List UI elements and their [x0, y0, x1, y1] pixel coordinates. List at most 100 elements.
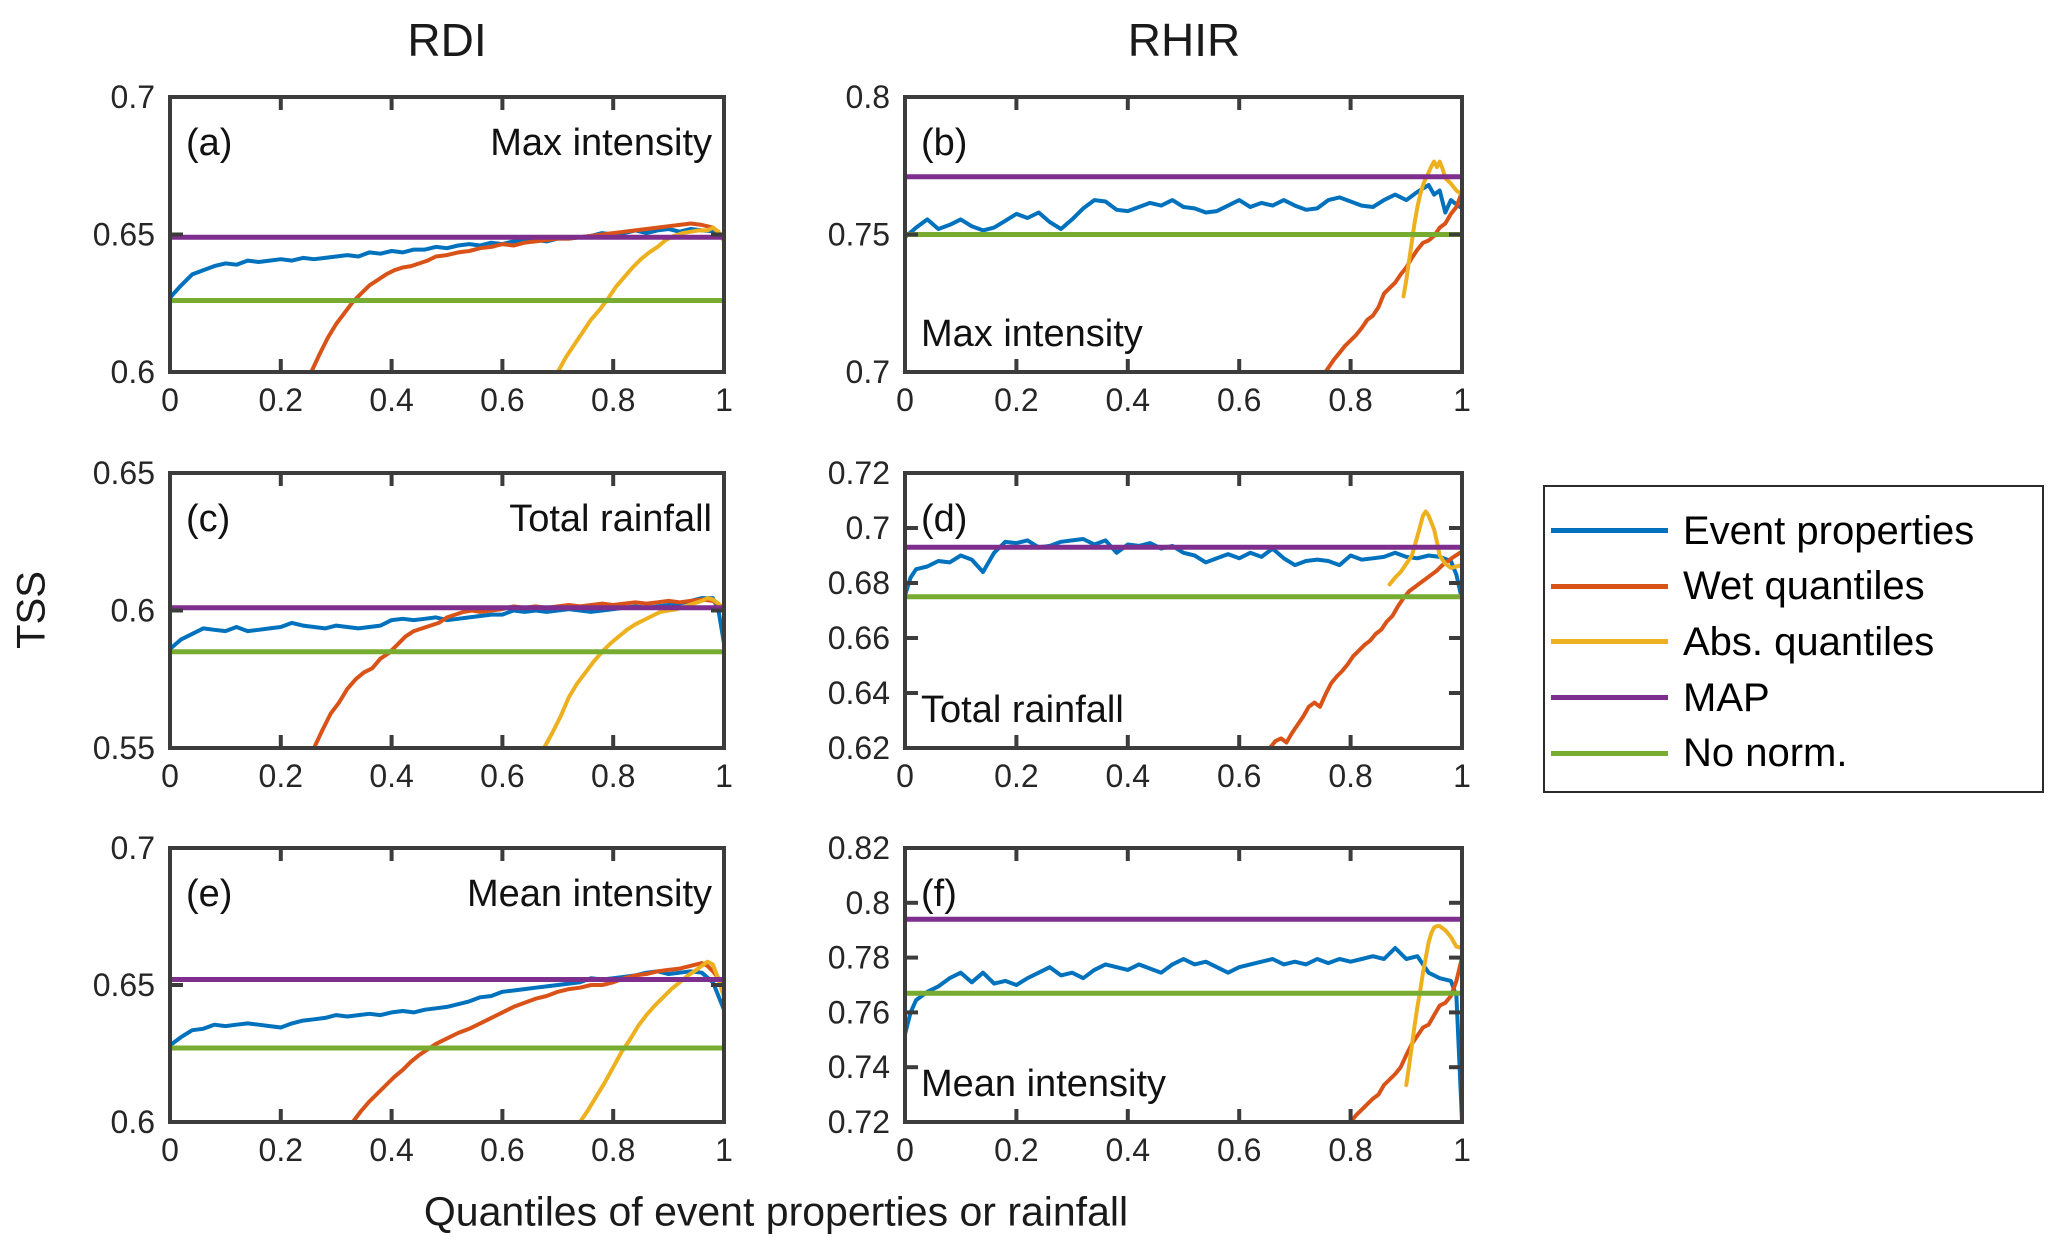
- x-tick-label: 0: [896, 758, 914, 794]
- x-tick-label: 0.4: [369, 758, 413, 794]
- x-tick-label: 0.2: [259, 758, 303, 794]
- x-tick-label: 0.6: [1217, 382, 1261, 418]
- y-tick-label: 0.8: [846, 885, 890, 921]
- y-tick-label: 0.6: [111, 1104, 155, 1140]
- panel-a-max-intensity-rdi: 0 0.2 0.4 0.6 0.8 1 0.6 0.65 0.7 (a) Max intensity: [93, 79, 733, 418]
- panel-letter: (f): [921, 873, 957, 915]
- panel-letter: (c): [186, 498, 230, 540]
- series-event-properties: [903, 946, 1464, 1123]
- x-tick-label: 0: [896, 1132, 914, 1168]
- legend-label-no-norm: No norm.: [1683, 731, 1848, 776]
- column-title-rdi: RDI: [407, 14, 487, 66]
- y-tick-label: 0.72: [828, 455, 890, 491]
- x-tick-label: 0.8: [1328, 758, 1372, 794]
- x-tick-label: 0.8: [591, 758, 635, 794]
- panel-d-total-rainfall-rhir: 0 0.2 0.4 0.6 0.8 1 0.62 0.64 0.66 0.68 0.7 0.72 (d)…: [828, 455, 1471, 794]
- y-tick-label: 0.8: [846, 79, 890, 115]
- panel-letter: (d): [921, 498, 967, 540]
- legend-label-event-properties: Event properties: [1683, 508, 1975, 553]
- y-tick-label: 0.7: [111, 830, 155, 866]
- legend-label-wet-quantiles: Wet quantiles: [1683, 564, 1925, 609]
- legend-label-map: MAP: [1683, 675, 1770, 720]
- series-abs-quantiles: [555, 225, 726, 374]
- y-tick-label: 0.65: [93, 217, 155, 253]
- x-tick-label: 1: [715, 1132, 733, 1168]
- column-title-rhir: RHIR: [1127, 14, 1241, 66]
- y-tick-label: 0.7: [846, 354, 890, 390]
- y-tick-label: 0.78: [828, 940, 890, 976]
- x-tick-label: 0.6: [1217, 1132, 1261, 1168]
- axis-box: [903, 846, 1464, 1124]
- x-tick-label: 0.6: [1217, 758, 1261, 794]
- x-tick-label: 0.2: [994, 758, 1038, 794]
- x-tick-label: 0.6: [480, 758, 524, 794]
- x-tick-label: 0.4: [1106, 382, 1150, 418]
- y-axis-label: TSS: [9, 571, 54, 649]
- legend-entry-event-properties: Event properties: [1545, 503, 2042, 559]
- legend-line-map-icon: [1551, 695, 1668, 701]
- panel-annotation: Mean intensity: [921, 1063, 1166, 1105]
- series-event-properties: [168, 969, 726, 1048]
- x-tick-label: 0.8: [1328, 382, 1372, 418]
- panel-annotation: Max intensity: [921, 313, 1143, 355]
- x-tick-label: 0.2: [259, 1132, 303, 1168]
- legend-entry-wet-quantiles: Wet quantiles: [1545, 559, 2042, 615]
- y-tick-label: 0.6: [111, 593, 155, 629]
- x-tick-label: 0.8: [591, 1132, 635, 1168]
- series-event-properties: [903, 183, 1464, 240]
- legend-line-event-properties-icon: [1551, 528, 1668, 534]
- x-tick-label: 1: [715, 382, 733, 418]
- panel-annotation: Total rainfall: [921, 689, 1124, 731]
- x-tick-label: 0: [161, 758, 179, 794]
- y-tick-label: 0.65: [93, 967, 155, 1003]
- y-tick-label: 0.64: [828, 675, 890, 711]
- y-tick-label: 0.66: [828, 620, 890, 656]
- legend-line-abs-quantiles-icon: [1551, 639, 1668, 645]
- series-event-properties: [903, 537, 1464, 602]
- legend-line-wet-quantiles-icon: [1551, 583, 1668, 589]
- legend-entry-no-norm: No norm.: [1545, 725, 2042, 781]
- panel-f-mean-intensity-rhir: 0 0.2 0.4 0.6 0.8 1 0.72 0.74 0.76 0.78 0.8 0.82 (f)…: [828, 830, 1471, 1168]
- panel-annotation: Mean intensity: [467, 873, 712, 915]
- x-tick-label: 0.8: [1328, 1132, 1372, 1168]
- y-tick-label: 0.62: [828, 730, 890, 766]
- panel-b-max-intensity-rhir: 0 0.2 0.4 0.6 0.8 1 0.7 0.75 0.8 (b) Max intensity: [828, 79, 1471, 418]
- panel-annotation: Total rainfall: [509, 498, 712, 540]
- series-wet-quantiles: [312, 597, 726, 750]
- y-tick-label: 0.65: [93, 455, 155, 491]
- x-tick-label: 0.2: [994, 1132, 1038, 1168]
- y-tick-label: 0.76: [828, 994, 890, 1030]
- x-tick-label: 0.6: [480, 1132, 524, 1168]
- panel-letter: (b): [921, 122, 967, 164]
- series-abs-quantiles: [1404, 924, 1464, 1087]
- legend-entry-map: MAP: [1545, 670, 2042, 726]
- panel-annotation: Max intensity: [490, 122, 712, 164]
- x-tick-label: 1: [1453, 382, 1471, 418]
- panel-letter: (a): [186, 122, 232, 164]
- x-tick-label: 0: [161, 382, 179, 418]
- x-tick-label: 0.4: [369, 382, 413, 418]
- legend: Event properties Wet quantiles Abs. quan…: [1543, 485, 2044, 793]
- series-wet-quantiles: [350, 961, 726, 1124]
- x-axis-label: Quantiles of event properties or rainfal…: [423, 1188, 1129, 1235]
- x-tick-label: 1: [1453, 1132, 1471, 1168]
- series-wet-quantiles: [1348, 955, 1464, 1124]
- y-tick-label: 0.72: [828, 1104, 890, 1140]
- y-tick-label: 0.75: [828, 217, 890, 253]
- panel-c-total-rainfall-rdi: 0 0.2 0.4 0.6 0.8 1 0.55 0.6 0.65 (c) Total rainfa…: [93, 455, 733, 794]
- series-abs-quantiles: [1401, 159, 1464, 299]
- x-tick-label: 0.4: [369, 1132, 413, 1168]
- x-tick-label: 0: [161, 1132, 179, 1168]
- legend-label-abs-quantiles: Abs. quantiles: [1683, 619, 1935, 664]
- y-tick-label: 0.82: [828, 830, 890, 866]
- y-tick-label: 0.7: [111, 79, 155, 115]
- series-wet-quantiles: [1267, 549, 1464, 750]
- panel-letter: (e): [186, 873, 232, 915]
- x-tick-label: 0: [896, 382, 914, 418]
- axis-box: [903, 471, 1464, 750]
- series-abs-quantiles: [578, 959, 726, 1124]
- x-tick-label: 0.2: [259, 382, 303, 418]
- series-wet-quantiles: [1323, 189, 1464, 374]
- x-tick-label: 0.8: [591, 382, 635, 418]
